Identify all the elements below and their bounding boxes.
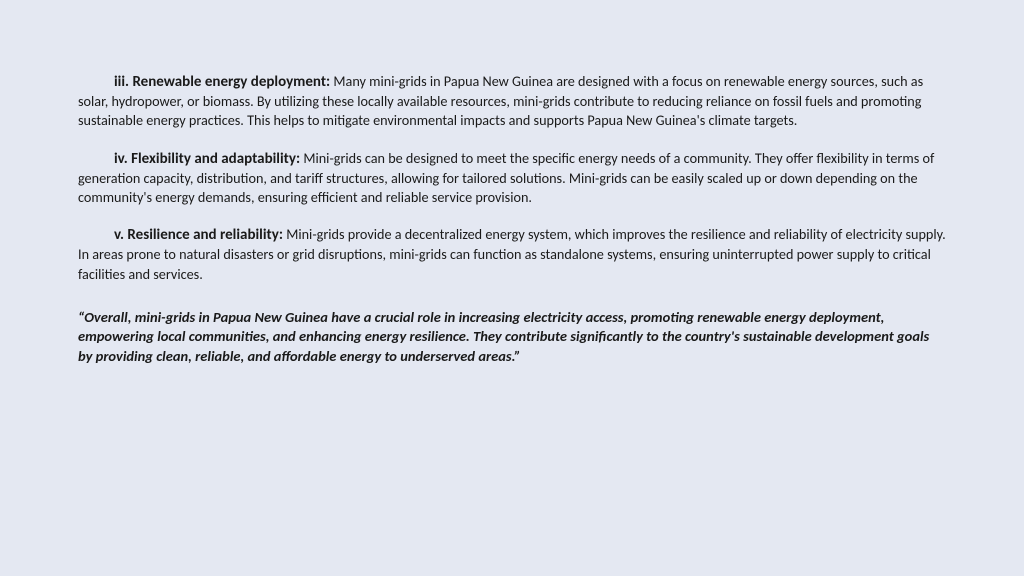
section-iv: iv. Flexibility and adaptability: Mini-g… [78,149,946,208]
section-heading: iii. Renewable energy deployment: [114,73,330,91]
section-iii: iii. Renewable energy deployment: Many m… [78,72,946,131]
summary-quote: “Overall, mini-grids in Papua New Guinea… [78,308,946,367]
section-heading: v. Resilience and reliability: [114,226,283,244]
section-v: v. Resilience and reliability: Mini-grid… [78,225,946,284]
section-heading: iv. Flexibility and adaptability: [114,150,300,168]
